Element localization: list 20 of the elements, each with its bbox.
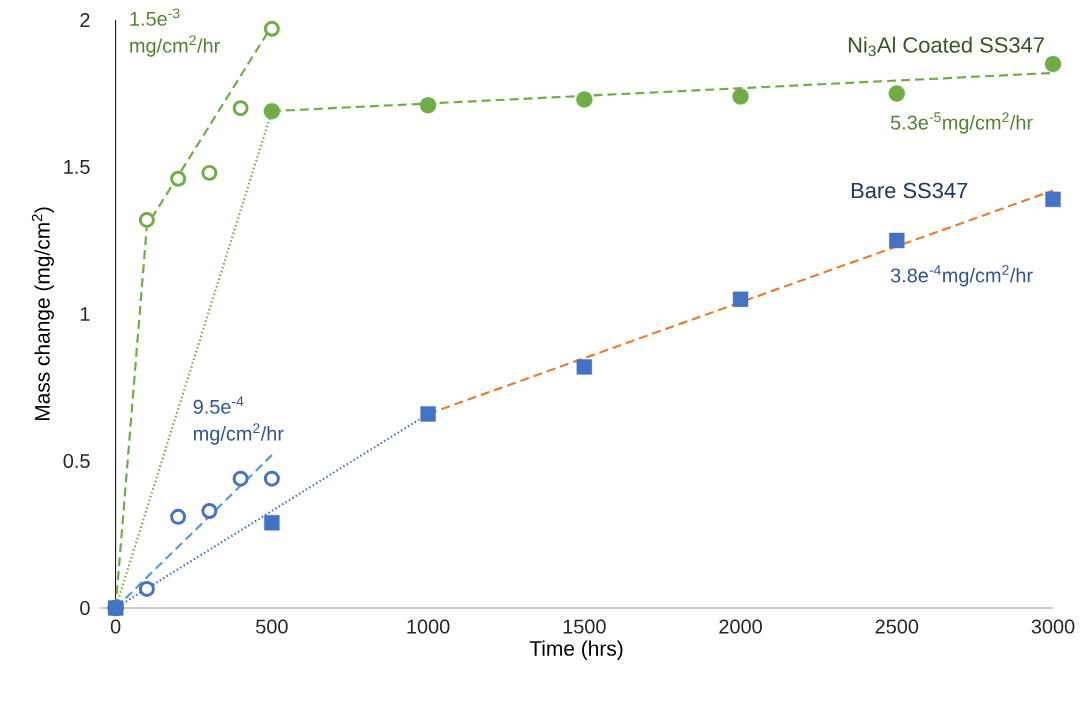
text: 9.5e$^{-4}$ mg/cm$^{2}$/hr bbox=[193, 396, 284, 445]
y-axis-title: Mass change (mg/cm$^{2}$) bbox=[31, 207, 54, 421]
x-tick-label: 1500 bbox=[563, 619, 606, 634]
y-tick-label: 0 bbox=[80, 600, 90, 616]
x-tick-label: 3000 bbox=[1031, 619, 1075, 634]
x-tick-label: 0 bbox=[110, 619, 121, 634]
x-tick-label: 1000 bbox=[407, 619, 450, 634]
text: 1.5e$^{-3}$ mg/cm$^{2}$/hr bbox=[130, 8, 220, 57]
x-tick-label: 500 bbox=[256, 619, 288, 634]
y-tick-label: 0.5 bbox=[63, 453, 90, 469]
x-axis-title: Time (hrs) bbox=[529, 640, 623, 660]
y-tick-label: 2 bbox=[80, 13, 90, 27]
x-tick-label: 2000 bbox=[719, 619, 762, 634]
series-label: Ni$_{3}$Al Coated SS347 bbox=[848, 36, 1044, 57]
y-tick-label: 1.5 bbox=[64, 160, 90, 174]
y-tick-label: 1 bbox=[80, 307, 90, 321]
annotation: 3.8e$^{-4}$mg/cm$^{2}$/hr bbox=[890, 265, 1033, 287]
series-label: Bare SS347 bbox=[851, 182, 968, 199]
x-tick-label: 2500 bbox=[875, 619, 919, 634]
annotation: 5.3e$^{-5}$mg/cm$^{2}$/hr bbox=[890, 112, 1033, 134]
